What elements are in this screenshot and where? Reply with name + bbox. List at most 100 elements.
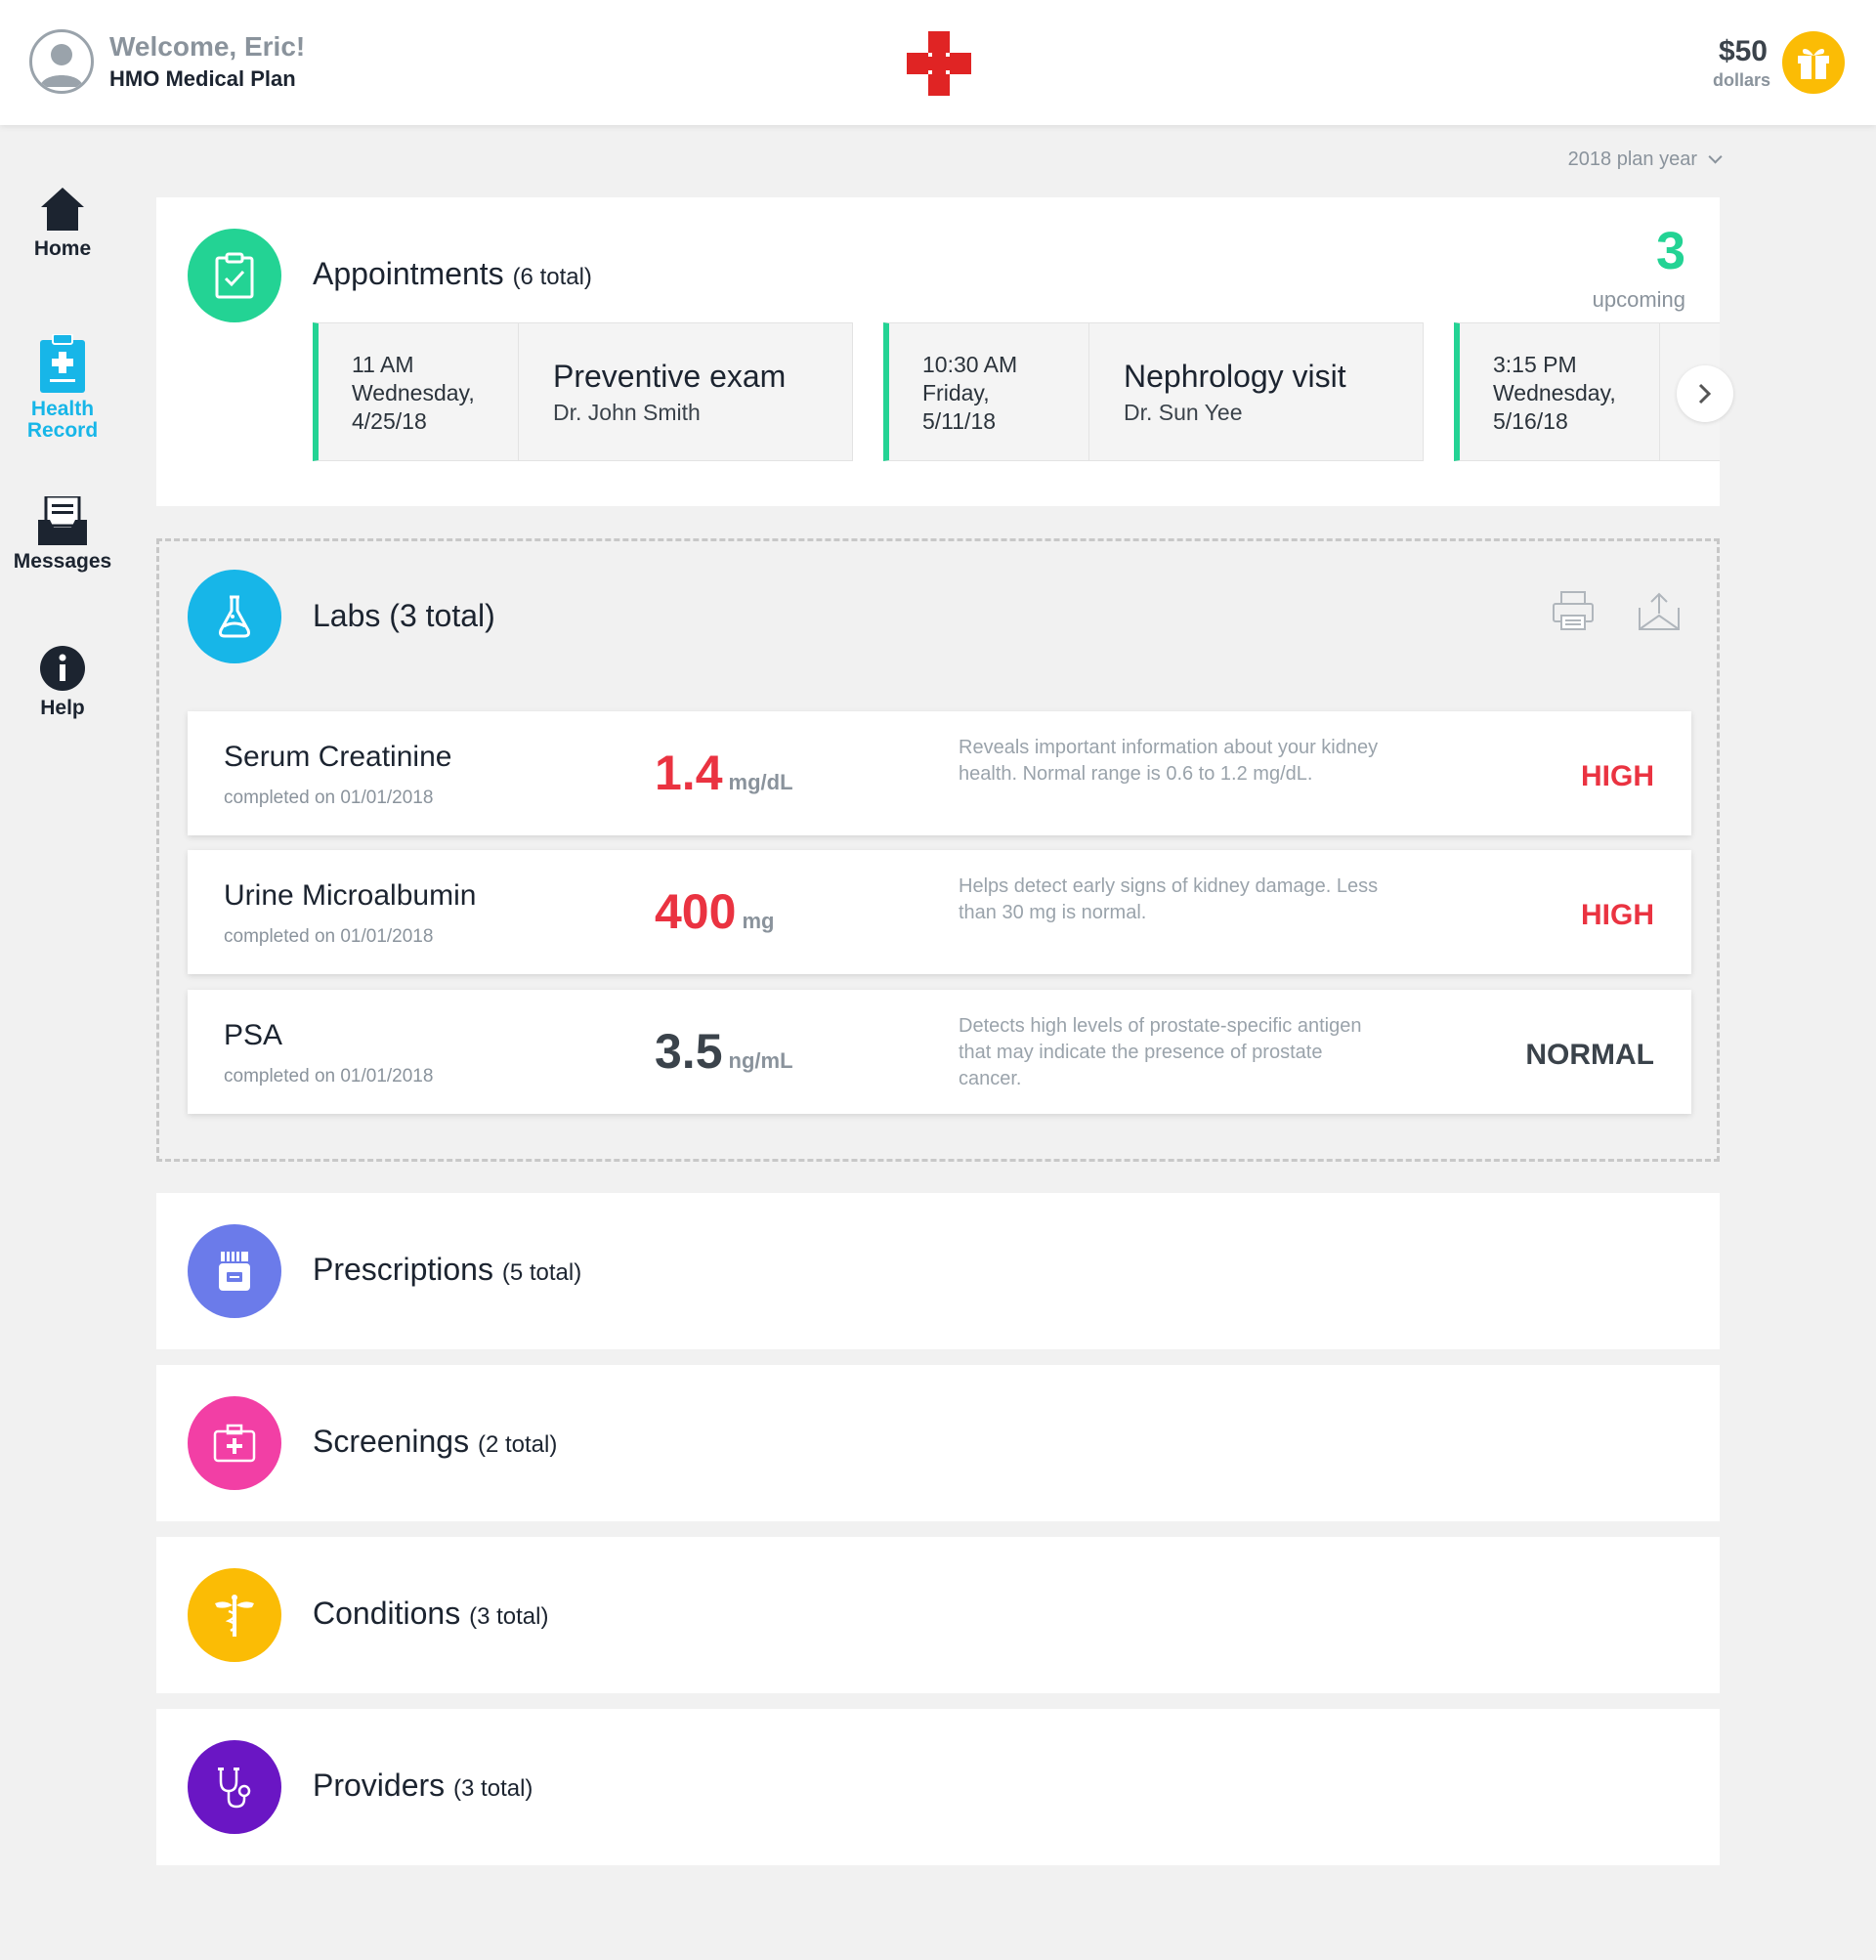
reward-amount: $50 — [1718, 35, 1768, 67]
appointment-date: 4/25/18 — [352, 408, 427, 434]
lab-description: Reveals important information about your… — [959, 737, 1379, 785]
lab-status-badge: HIGH — [1581, 899, 1654, 931]
info-icon — [40, 646, 85, 691]
plan-name: HMO Medical Plan — [109, 66, 296, 91]
print-button[interactable] — [1552, 590, 1595, 636]
sidebar-item-health-record[interactable]: Health Record — [0, 334, 125, 442]
chevron-right-icon — [1698, 383, 1712, 405]
caduceus-icon — [188, 1568, 281, 1662]
export-icon — [1639, 592, 1680, 630]
sidebar-item-label-2: Record — [26, 419, 99, 442]
conditions-title: Conditions (3 total) — [313, 1596, 548, 1632]
lab-row[interactable]: Serum Creatinine completed on 01/01/2018… — [188, 711, 1691, 835]
appointments-card: Appointments (6 total) 3 upcoming 11 AM … — [156, 197, 1720, 506]
lab-name: Urine Microalbumin — [224, 879, 477, 912]
medical-cross-logo-icon[interactable] — [907, 31, 971, 96]
prescriptions-title: Prescriptions (5 total) — [313, 1252, 581, 1288]
clipboard-plus-icon — [40, 334, 85, 393]
appointment-datetime: 10:30 AM Friday, 5/11/18 — [889, 323, 1089, 460]
appointment-type: Preventive exam — [553, 359, 787, 394]
lab-description: Detects high levels of prostate-specific… — [959, 1015, 1362, 1089]
conditions-count: (3 total) — [469, 1603, 549, 1630]
appointment-item[interactable]: 11 AM Wednesday, 4/25/18 Preventive exam… — [313, 322, 853, 461]
appointment-day: Friday, — [922, 380, 990, 405]
conditions-card[interactable]: Conditions (3 total) — [156, 1537, 1720, 1693]
lab-name: PSA — [224, 1019, 283, 1051]
labs-title[interactable]: Labs (3 total) — [313, 598, 495, 633]
appointment-datetime: 11 AM Wednesday, 4/25/18 — [319, 323, 519, 460]
appointment-day: Wednesday, — [1493, 380, 1616, 405]
appointments-title[interactable]: Appointments (6 total) — [313, 256, 592, 292]
lab-row[interactable]: PSA completed on 01/01/2018 3.5 ng/mL Det… — [188, 990, 1691, 1114]
appointment-time: 10:30 AM — [922, 352, 1018, 377]
pill-bottle-icon — [188, 1224, 281, 1318]
lab-status-badge: NORMAL — [1525, 1039, 1654, 1071]
appointment-time: 3:15 PM — [1493, 352, 1577, 377]
sidebar-item-label: Messages — [13, 550, 112, 573]
lab-completed-date: completed on 01/01/2018 — [224, 788, 434, 808]
sidebar-item-label: Health — [30, 398, 95, 420]
printer-icon — [1553, 591, 1594, 630]
lab-value-number: 400 — [655, 884, 737, 939]
appointments-next-button[interactable] — [1677, 365, 1733, 422]
lab-row[interactable]: Urine Microalbumin completed on 01/01/20… — [188, 850, 1691, 974]
lab-value-number: 3.5 — [655, 1024, 723, 1079]
prescriptions-card[interactable]: Prescriptions (5 total) — [156, 1193, 1720, 1349]
sidebar-item-home[interactable]: Home — [0, 186, 125, 260]
flask-icon — [188, 570, 281, 663]
plan-year-dropdown[interactable]: 2018 plan year — [1567, 149, 1723, 171]
plan-year-value: 2018 plan year — [1567, 149, 1697, 170]
top-header: Welcome, Eric! HMO Medical Plan $50 doll… — [0, 0, 1876, 125]
providers-title-text: Providers — [313, 1768, 446, 1803]
appointments-icon — [188, 229, 281, 322]
providers-title: Providers (3 total) — [313, 1768, 533, 1804]
export-button[interactable] — [1638, 590, 1681, 636]
upcoming-count: 3 — [1655, 222, 1685, 280]
appointment-item[interactable]: 10:30 AM Friday, 5/11/18 Nephrology visi… — [883, 322, 1424, 461]
appointment-datetime: 3:15 PM Wednesday, 5/16/18 — [1460, 323, 1660, 460]
gift-icon[interactable] — [1782, 31, 1845, 94]
providers-count: (3 total) — [453, 1775, 533, 1802]
lab-status-badge: HIGH — [1581, 760, 1654, 792]
lab-value-unit: mg/dL — [728, 770, 793, 794]
chevron-down-icon — [1708, 149, 1723, 164]
welcome-text: Welcome, Eric! — [109, 31, 306, 62]
conditions-title-text: Conditions — [313, 1596, 461, 1631]
inbox-icon — [38, 496, 87, 545]
screenings-title: Screenings (2 total) — [313, 1424, 557, 1460]
medical-kit-icon — [188, 1396, 281, 1490]
lab-completed-date: completed on 01/01/2018 — [224, 926, 434, 947]
prescriptions-title-text: Prescriptions — [313, 1252, 493, 1287]
stethoscope-icon — [188, 1740, 281, 1834]
lab-value-unit: mg — [742, 909, 775, 933]
appointment-day: Wednesday, — [352, 380, 475, 405]
appointment-doctor: Dr. Sun Yee — [1124, 400, 1243, 425]
lab-description: Helps detect early signs of kidney damag… — [959, 875, 1379, 923]
user-avatar-icon[interactable] — [29, 29, 94, 94]
lab-value-unit: ng/mL — [728, 1048, 793, 1073]
sidebar-item-help[interactable]: Help — [0, 645, 125, 719]
appointment-date: 5/11/18 — [922, 408, 997, 434]
home-icon — [41, 188, 84, 231]
lab-value: 1.4 mg/dL — [655, 745, 793, 801]
sidebar-item-label: Help — [40, 697, 85, 719]
appointment-doctor: Dr. John Smith — [553, 400, 701, 425]
lab-value: 400 mg — [655, 883, 774, 940]
screenings-title-text: Screenings — [313, 1424, 470, 1459]
appointment-time: 11 AM — [352, 352, 414, 377]
appointments-count: (6 total) — [512, 264, 592, 290]
sidebar-item-label: Home — [33, 237, 92, 260]
reward-unit: dollars — [1712, 70, 1770, 90]
upcoming-label: upcoming — [1592, 287, 1685, 312]
labs-card: Labs (3 total) Serum Creatinine complete… — [156, 538, 1720, 1162]
prescriptions-count: (5 total) — [501, 1259, 582, 1286]
screenings-card[interactable]: Screenings (2 total) — [156, 1365, 1720, 1521]
appointment-date: 5/16/18 — [1493, 408, 1568, 434]
appointments-title-text: Appointments — [313, 256, 504, 291]
screenings-count: (2 total) — [477, 1431, 558, 1458]
lab-completed-date: completed on 01/01/2018 — [224, 1066, 434, 1087]
providers-card[interactable]: Providers (3 total) — [156, 1709, 1720, 1865]
lab-name: Serum Creatinine — [224, 741, 452, 773]
appointment-item[interactable]: 3:15 PM Wednesday, 5/16/18 — [1454, 322, 1720, 461]
sidebar-item-messages[interactable]: Messages — [0, 496, 125, 573]
